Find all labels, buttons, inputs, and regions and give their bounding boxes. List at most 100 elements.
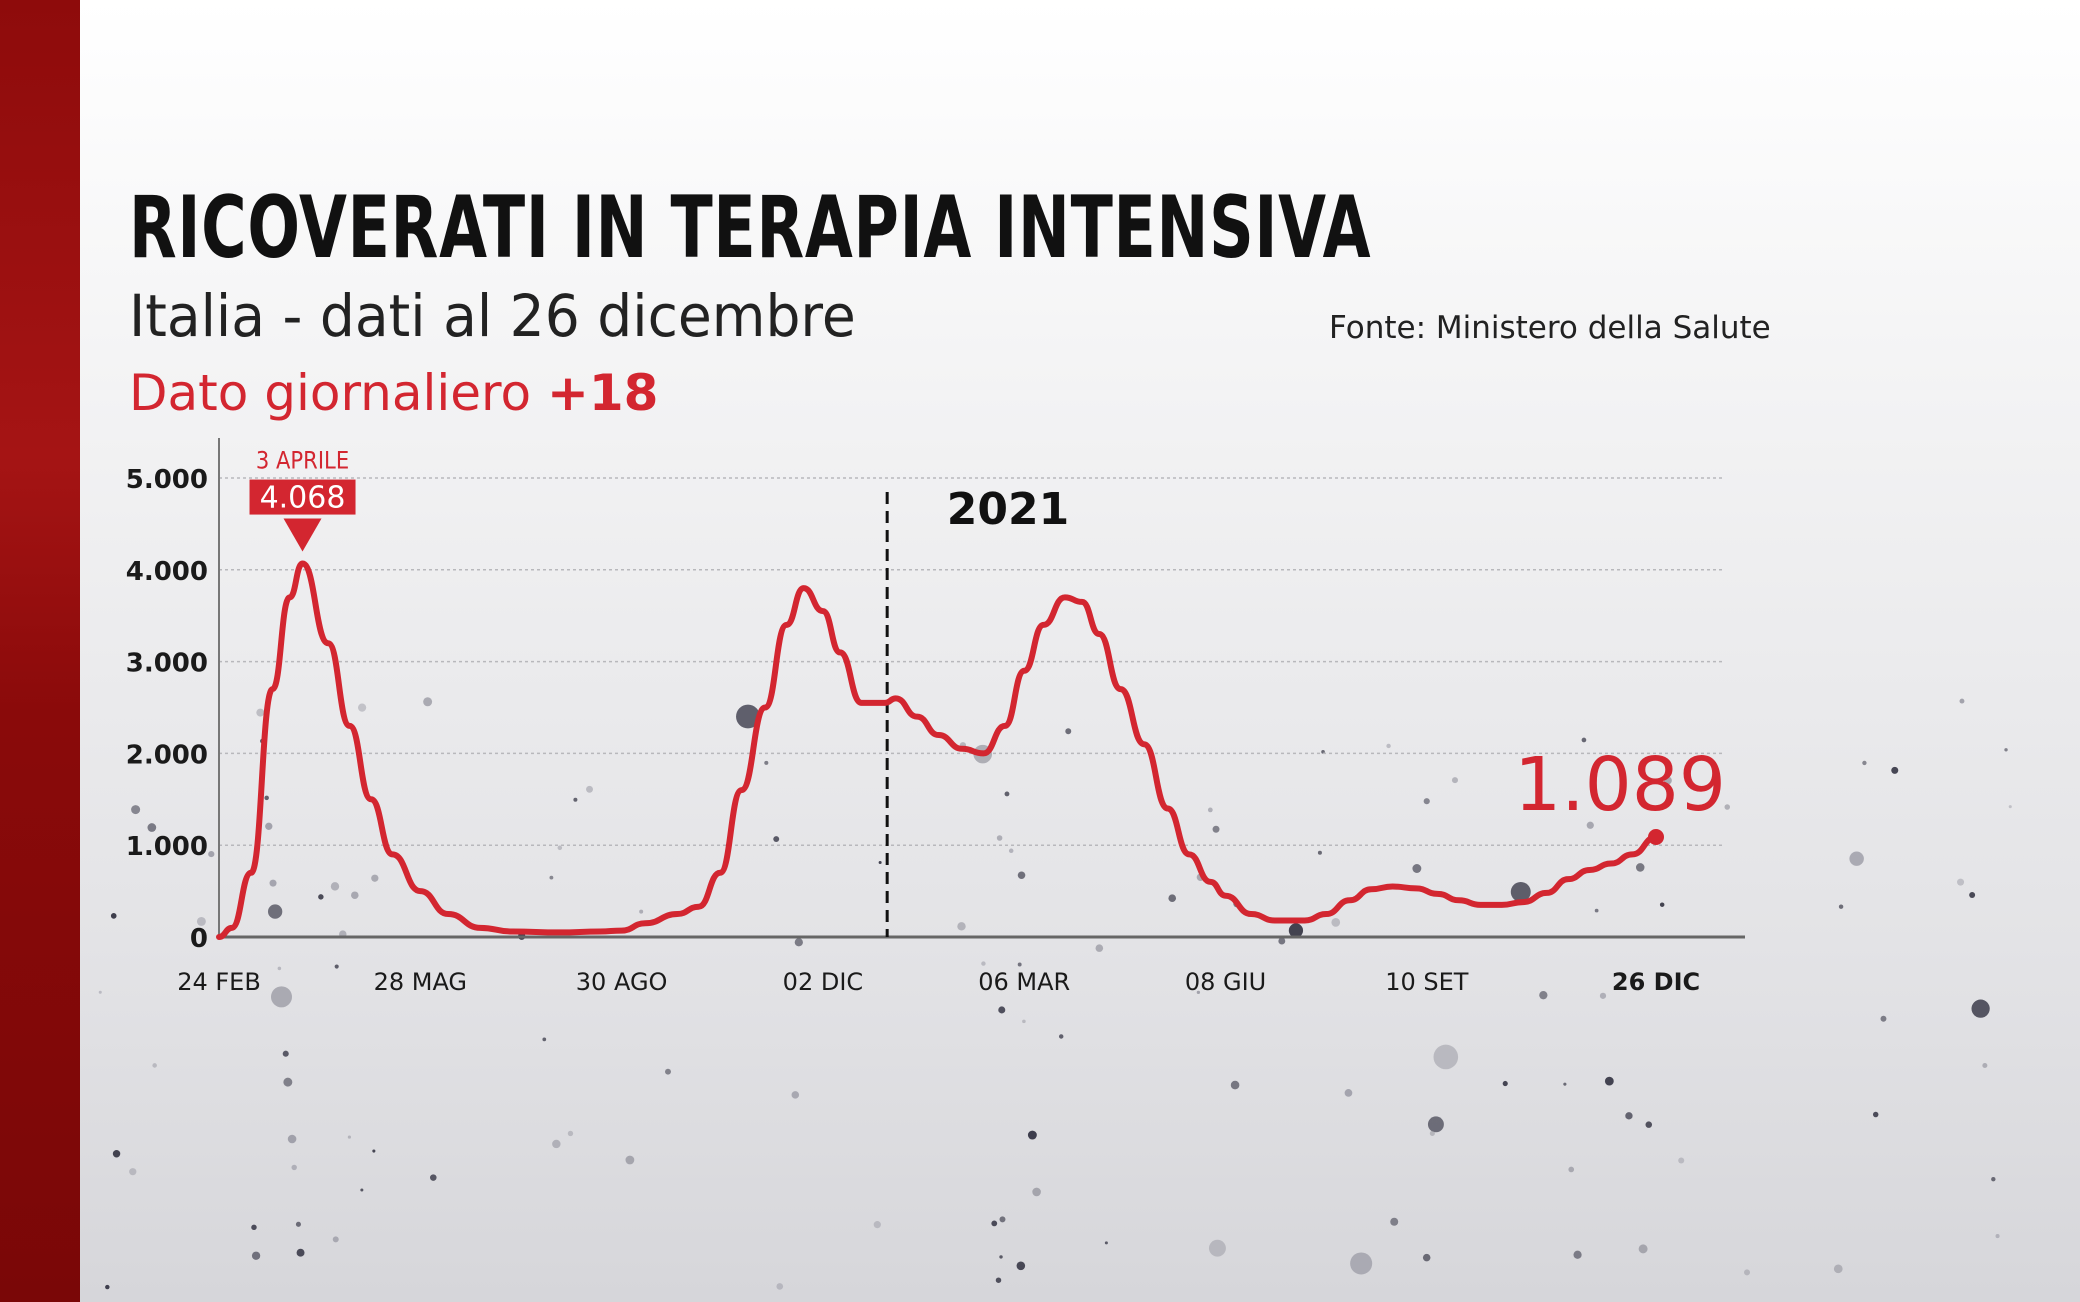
- decorative-dot: [1568, 1166, 1575, 1173]
- decorative-dot: [347, 1135, 351, 1139]
- decorative-dot: [1744, 1269, 1751, 1276]
- x-tick-label: 30 AGO: [576, 968, 668, 996]
- decorative-dot: [1586, 821, 1594, 829]
- y-tick-label: 3.000: [126, 649, 208, 679]
- y-tick-labels: 0 1.000 2.000 3.000 4.000 5.000: [126, 465, 208, 954]
- last-value-label: 1.089: [1514, 742, 1726, 828]
- y-tick-label: 5.000: [126, 465, 208, 495]
- decorative-dot: [296, 1248, 305, 1257]
- decorative-dot: [1017, 962, 1022, 967]
- decorative-dot: [996, 835, 1003, 841]
- decorative-dot: [639, 909, 644, 914]
- decorative-dot: [423, 697, 433, 707]
- decorative-dot: [1959, 698, 1965, 704]
- decorative-dot: [2008, 805, 2012, 809]
- decorative-dot: [1423, 798, 1430, 805]
- decorative-dot: [2004, 748, 2008, 752]
- decorative-dot: [665, 1068, 671, 1075]
- decorative-dot: [1957, 878, 1965, 886]
- x-tick-label: 28 MAG: [374, 968, 467, 996]
- decorative-dot: [957, 922, 966, 931]
- decorative-dot: [1539, 991, 1548, 1000]
- decorative-dot: [256, 708, 265, 717]
- annotations: 2021 4.068 3 APRILE 1.089: [249, 447, 1726, 846]
- decorative-dot: [1635, 863, 1645, 872]
- decorative-dot: [1016, 1261, 1026, 1271]
- decorative-dot: [1872, 1111, 1879, 1118]
- decorative-dot: [1104, 1241, 1108, 1245]
- decorative-dot: [267, 904, 283, 919]
- decorative-dot: [999, 1216, 1006, 1223]
- decorative-dot: [1230, 1080, 1240, 1090]
- decorative-dot: [549, 875, 554, 880]
- decorative-dot: [1880, 1015, 1887, 1022]
- decorative-dot: [873, 1221, 881, 1229]
- decorative-dot: [152, 1063, 157, 1068]
- decorative-dot: [196, 916, 206, 926]
- decorative-dot: [1573, 1250, 1582, 1259]
- source-note: Fonte: Ministero della Salute: [1329, 310, 1771, 346]
- decorative-dot: [291, 1164, 297, 1171]
- peak-value-label: 4.068: [260, 481, 346, 516]
- x-tick-labels: 24 FEB 28 MAG 30 AGO 02 DIC 06 MAR 08 GIU 10 S…: [177, 968, 1700, 996]
- decorative-dot: [287, 1134, 297, 1144]
- decorative-dot: [282, 1050, 289, 1057]
- x-tick-label: 24 FEB: [177, 968, 261, 996]
- decorative-dot: [334, 964, 339, 969]
- decorative-dot: [878, 861, 882, 865]
- decorative-dot: [1833, 1264, 1843, 1274]
- decorative-dot: [1208, 1239, 1226, 1257]
- x-tick-label: 10 SET: [1385, 968, 1469, 996]
- decorative-dot: [1027, 1130, 1037, 1140]
- decorative-dot: [1891, 766, 1899, 774]
- decorative-dot: [557, 845, 563, 851]
- decorative-dot: [110, 913, 117, 919]
- peak-value-box: [249, 479, 356, 515]
- decorative-dot: [625, 1155, 635, 1165]
- decorative-dot: [567, 1130, 574, 1137]
- decorative-dot: [332, 1236, 339, 1243]
- decorative-dot: [1625, 1112, 1633, 1120]
- decorative-dot: [1849, 851, 1864, 866]
- decorative-dot: [1563, 1082, 1567, 1086]
- decorative-dot: [1207, 807, 1213, 813]
- decorative-dot: [995, 1277, 1002, 1283]
- red-sidebar-bar: [0, 0, 80, 1302]
- decorative-dot: [1991, 1177, 1996, 1182]
- decorative-dot: [764, 760, 769, 765]
- decorative-dot: [586, 785, 593, 793]
- x-tick-label: 26 DIC: [1612, 968, 1700, 996]
- series-line: [216, 560, 1659, 940]
- decorative-dot: [1645, 1121, 1653, 1128]
- decorative-dot: [991, 1220, 998, 1227]
- decorative-dot: [1594, 908, 1599, 913]
- decorative-dot: [1422, 1253, 1431, 1262]
- decorative-dot: [1638, 1244, 1648, 1254]
- decorative-dot: [430, 1174, 437, 1181]
- decorative-dots: [98, 697, 2012, 1290]
- chart-title: RICOVERATI IN TERAPIA INTENSIVA: [129, 178, 1372, 278]
- decorative-dot: [1427, 1116, 1444, 1133]
- decorative-dot: [1017, 871, 1026, 880]
- decorative-dot: [1386, 743, 1391, 749]
- x-tick-label: 02 DIC: [783, 968, 863, 996]
- decorative-dot: [1451, 777, 1458, 784]
- daily-label: Dato giornaliero: [129, 364, 532, 422]
- decorative-dot: [1331, 918, 1341, 927]
- decorative-dot: [295, 1221, 301, 1227]
- y-tick-label: 1.000: [126, 832, 208, 862]
- decorative-dot: [552, 1139, 561, 1149]
- decorative-dot: [1862, 760, 1867, 766]
- decorative-dot: [1212, 825, 1220, 833]
- decorative-dot: [251, 1224, 257, 1231]
- decorative-dot: [1317, 850, 1322, 855]
- decorative-dot: [1502, 1080, 1508, 1087]
- decorative-dot: [360, 1188, 364, 1192]
- decorative-dot: [105, 1284, 110, 1290]
- series: [216, 560, 1659, 940]
- decorative-dot: [1838, 904, 1844, 909]
- y-tick-label: 4.000: [126, 557, 208, 587]
- decorative-dot: [542, 1037, 547, 1042]
- last-point-marker: [1648, 829, 1664, 846]
